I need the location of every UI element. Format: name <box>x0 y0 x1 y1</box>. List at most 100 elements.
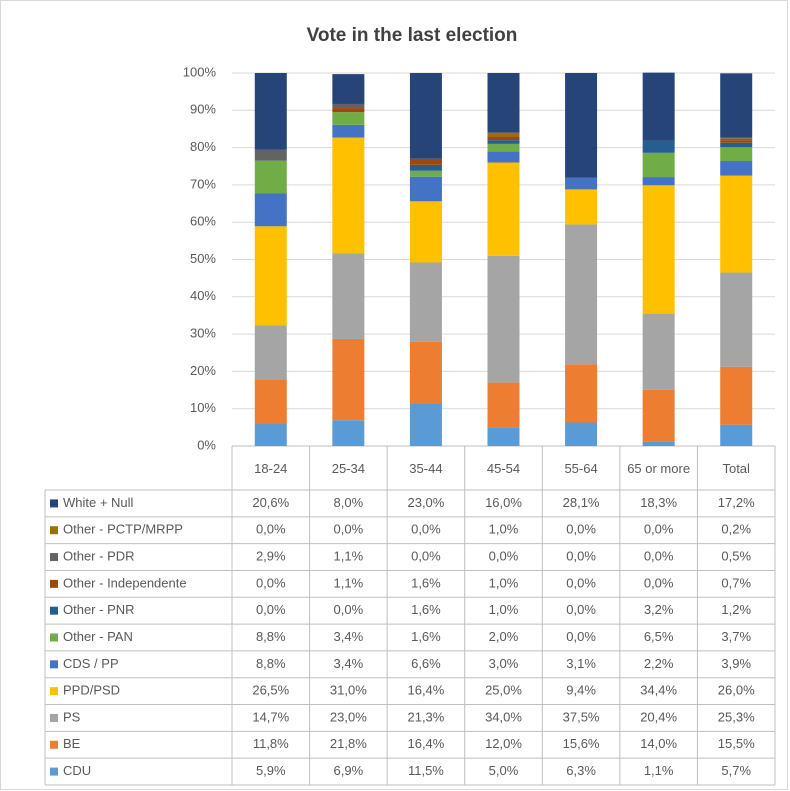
x-tick-label: Total <box>722 460 750 476</box>
table-value: 14,0% <box>640 736 677 751</box>
table-value: 15,6% <box>563 736 600 751</box>
table-value: 0,7% <box>721 575 751 590</box>
legend-label: Other - PCTP/MRPP <box>63 522 183 537</box>
x-tick-label-box: 18-24 <box>254 460 288 476</box>
bar-segment <box>720 366 753 425</box>
y-tick-label: 30% <box>190 326 216 341</box>
table-value: 1,0% <box>489 602 519 617</box>
table-value: 6,3% <box>566 763 596 778</box>
table-value: 0,0% <box>566 629 596 644</box>
table-value: 3,7% <box>721 629 751 644</box>
table-value: 5,7% <box>721 763 751 778</box>
bar-segment <box>487 132 520 137</box>
bar-segment <box>254 160 287 194</box>
legend-label: Other - PAN <box>63 629 133 644</box>
table-value: 21,8% <box>330 736 367 751</box>
bar-segment <box>487 140 520 144</box>
table-value: 8,0% <box>334 495 364 510</box>
bar-segment <box>254 226 287 326</box>
table-value: 16,4% <box>407 736 444 751</box>
bar-segment <box>332 137 365 254</box>
table-value: 23,0% <box>407 495 444 510</box>
x-tick-label-box: 25-34 <box>331 460 365 476</box>
legend-key <box>50 687 58 696</box>
legend-label: BE <box>63 736 81 751</box>
bar-segment <box>487 427 520 446</box>
bar-segment <box>642 72 675 141</box>
legend-key <box>50 526 58 535</box>
bar-segment <box>565 177 598 190</box>
bar-segment <box>254 73 287 150</box>
bar-segment <box>565 422 598 446</box>
y-tick-label: 100% <box>183 64 217 79</box>
table-value: 8,8% <box>256 629 286 644</box>
table-value: 0,0% <box>334 602 364 617</box>
table-value: 3,4% <box>334 656 364 671</box>
table-value: 1,1% <box>644 763 674 778</box>
table-value: 17,2% <box>718 495 755 510</box>
table-value: 26,0% <box>718 683 755 698</box>
x-tick-label-box: 45-54 <box>487 461 520 476</box>
table-value: 37,5% <box>563 709 600 724</box>
table-value: 0,0% <box>256 522 286 537</box>
table-value: 1,0% <box>489 522 519 537</box>
legend-label: Other - PDR <box>63 548 135 563</box>
bar-segment <box>332 108 365 113</box>
bar-segment <box>642 177 675 186</box>
bar-segment <box>332 103 365 109</box>
table-value: 0,0% <box>489 548 519 563</box>
table-value: 5,0% <box>489 763 519 778</box>
bar-segment <box>720 138 753 141</box>
y-tick-label: 80% <box>190 139 216 154</box>
table-value: 11,5% <box>408 763 444 778</box>
table-value: 0,0% <box>566 522 596 537</box>
bar-segment <box>565 364 598 423</box>
table-value: 16,0% <box>485 495 522 510</box>
table-value: 3,4% <box>334 629 364 644</box>
table-value: 26,5% <box>252 683 289 698</box>
x-tick-label-box: Total <box>722 460 750 476</box>
bar-segment <box>254 149 287 161</box>
table-value: 21,3% <box>407 709 444 724</box>
bar-segment <box>642 313 675 390</box>
table-value: 1,0% <box>489 575 519 590</box>
bar-segment <box>487 382 520 428</box>
bar-segment <box>642 140 675 153</box>
bar-segment <box>409 341 442 404</box>
bar-segment <box>332 124 365 138</box>
bar-segment <box>565 73 598 178</box>
bar-segment <box>332 338 365 421</box>
y-tick-label: 40% <box>190 288 216 303</box>
table-value: 5,9% <box>256 763 286 778</box>
bar-segment <box>487 162 520 256</box>
bar-segment <box>409 170 442 177</box>
table-value: 6,6% <box>411 656 441 671</box>
bar-segment <box>409 73 442 159</box>
legend-key <box>50 633 58 642</box>
legend-label: White + Null <box>63 495 134 510</box>
table-value: 0,0% <box>256 575 286 590</box>
bar-segment <box>720 424 753 446</box>
table-value: 6,9% <box>334 763 364 778</box>
bar-segment <box>565 224 598 365</box>
bar-segment <box>487 136 520 141</box>
table-value: 11,8% <box>253 736 289 751</box>
x-tick-label-box: 35-44 <box>409 461 442 476</box>
table-value: 0,0% <box>644 575 674 590</box>
bar-segment <box>642 441 675 446</box>
legend-key <box>50 713 58 722</box>
table-value: 3,2% <box>644 602 674 617</box>
bar-segment <box>254 423 287 446</box>
x-tick-label-box: 65 or more <box>627 461 690 476</box>
legend-label: Other - Independente <box>63 575 187 590</box>
table-value: 1,6% <box>411 575 441 590</box>
x-tick-label: 25-34 <box>331 460 365 476</box>
table-value: 0,0% <box>566 602 596 617</box>
bar-segment <box>720 137 753 139</box>
y-tick-label: 90% <box>190 102 216 117</box>
x-tick-label: 18-24 <box>254 460 288 476</box>
table-value: 31,0% <box>330 683 367 698</box>
bar-segment <box>254 193 287 227</box>
bar-segment <box>565 189 598 225</box>
